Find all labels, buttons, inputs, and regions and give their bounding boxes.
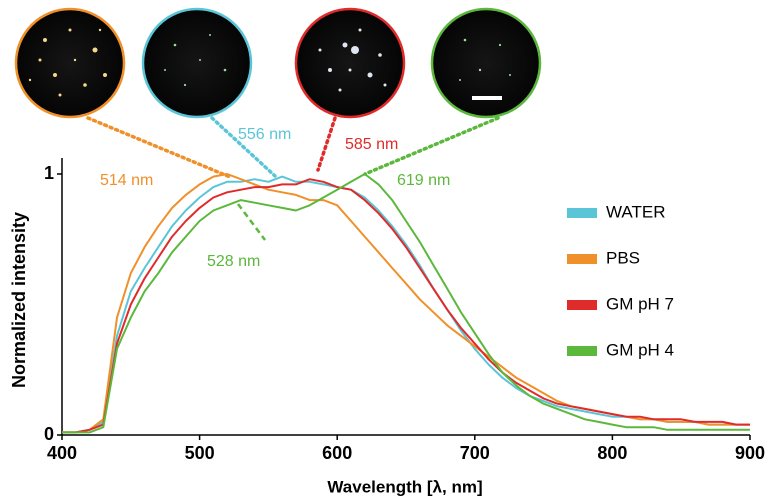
x-tick-label: 400 (47, 443, 77, 463)
connectors (86, 116, 500, 179)
legend-label: PBS (606, 248, 640, 267)
x-axis-title: Wavelength [λ, nm] (327, 477, 482, 496)
particles (28, 28, 107, 97)
x-tick-label: 600 (322, 443, 352, 463)
micrograph-gm-ph7 (294, 7, 406, 119)
connector (237, 203, 266, 241)
y-axis-title: Normalized intensity (9, 212, 29, 388)
y-tick-label: 1 (44, 163, 54, 183)
legend-swatch (567, 208, 597, 218)
line-series (62, 173, 750, 434)
annotation: 556 nm (238, 126, 291, 143)
annotation: 619 nm (397, 172, 450, 189)
legend-swatch (567, 346, 597, 356)
micrograph-gm-ph4 (430, 7, 542, 119)
particles (164, 34, 227, 87)
x-tick-label: 700 (460, 443, 490, 463)
connector (86, 116, 232, 179)
legend-label: GM pH 7 (606, 294, 674, 313)
legend-swatch (567, 300, 597, 310)
annotation: 585 nm (345, 136, 398, 153)
micrograph-pbs (14, 7, 126, 119)
scale-bar (472, 96, 502, 100)
y-tick-label: 0 (44, 424, 54, 444)
micrograph-water (141, 7, 253, 119)
line-series (62, 173, 750, 434)
x-tick-label: 500 (185, 443, 215, 463)
connector (363, 116, 500, 176)
annotation: 528 nm (207, 253, 260, 270)
particles (318, 28, 387, 92)
micrographs (14, 7, 542, 119)
legend-label: GM pH 4 (606, 340, 674, 359)
line-series (62, 178, 750, 434)
legend-label: WATER (606, 202, 666, 221)
x-tick-label: 800 (597, 443, 627, 463)
connector (316, 116, 337, 172)
connector (210, 116, 277, 178)
x-tick-label: 900 (735, 443, 765, 463)
annotation: 514 nm (100, 172, 153, 189)
particles (459, 38, 511, 81)
legend-swatch (567, 254, 597, 264)
